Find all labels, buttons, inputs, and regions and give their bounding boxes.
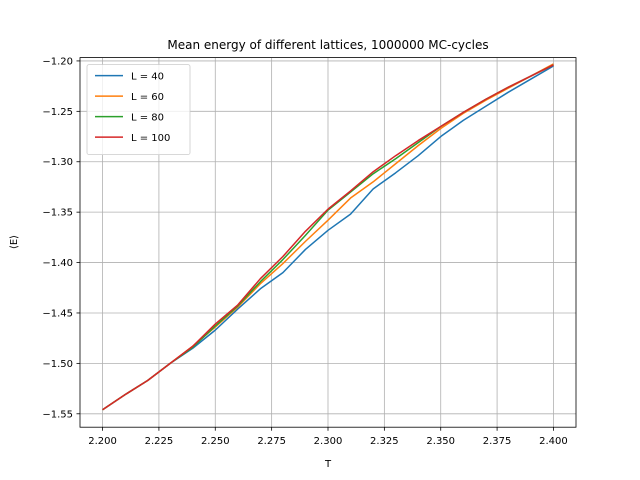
y-axis-label: ⟨E⟩ [9, 235, 20, 249]
y-tick-label: −1.50 [42, 359, 73, 370]
chart-title: Mean energy of different lattices, 10000… [167, 38, 488, 52]
y-tick-label: −1.40 [42, 258, 73, 269]
x-tick-label: 2.400 [539, 436, 568, 447]
legend-box [86, 64, 191, 155]
legend-label: L = 80 [131, 112, 164, 123]
x-tick-label: 2.250 [201, 436, 230, 447]
y-tick-label: −1.30 [42, 157, 73, 168]
legend-label: L = 100 [131, 133, 170, 144]
y-tick-label: −1.55 [42, 409, 73, 420]
x-axis-ticks: 2.200 2.225 2.250 2.275 2.300 2.325 2.350 2.375… [88, 427, 568, 447]
legend-label: L = 60 [131, 92, 164, 103]
y-tick-label: −1.35 [42, 208, 73, 219]
x-tick-label: 2.300 [314, 436, 343, 447]
x-tick-label: 2.375 [483, 436, 512, 447]
y-tick-label: −1.20 [42, 56, 73, 67]
y-tick-label: −1.25 [42, 107, 73, 118]
x-tick-label: 2.350 [426, 436, 455, 447]
x-tick-label: 2.275 [257, 436, 286, 447]
series-line-4 [102, 64, 554, 411]
grid-lines [80, 57, 576, 428]
plot-series [102, 63, 554, 411]
x-axis-label: T [324, 459, 332, 470]
x-tick-label: 2.325 [370, 436, 399, 447]
x-tick-label: 2.200 [88, 436, 117, 447]
y-axis-ticks: −1.55 −1.50 −1.45 −1.40 −1.35 −1.30 −1.25 −1.20 [42, 56, 80, 420]
x-tick-label: 2.225 [145, 436, 174, 447]
legend-label: L = 40 [131, 71, 164, 82]
legend: L = 40 L = 60 L = 80 L = 100 [86, 64, 191, 155]
y-tick-label: −1.45 [42, 308, 73, 319]
